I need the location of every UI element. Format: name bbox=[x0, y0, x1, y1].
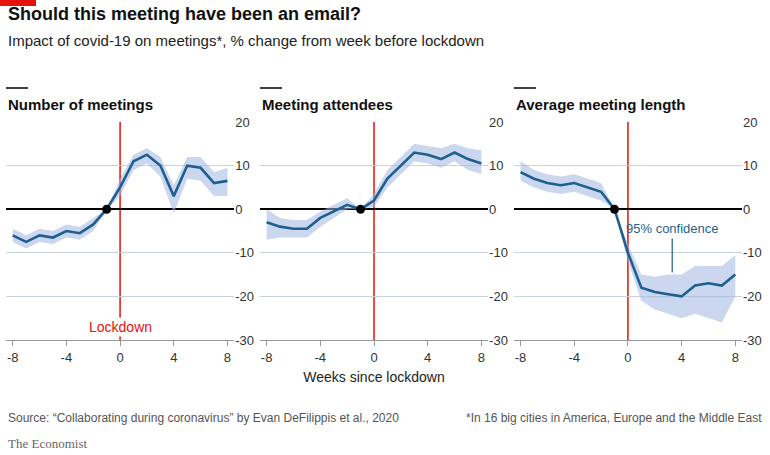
svg-text:-10: -10 bbox=[489, 245, 508, 260]
svg-text:10: 10 bbox=[235, 158, 249, 173]
svg-text:-10: -10 bbox=[743, 245, 762, 260]
svg-text:Lockdown: Lockdown bbox=[89, 319, 152, 335]
svg-text:Weeks since lockdown: Weeks since lockdown bbox=[303, 369, 444, 385]
svg-text:The Economist: The Economist bbox=[8, 436, 87, 451]
svg-text:-8: -8 bbox=[261, 350, 273, 365]
svg-text:0: 0 bbox=[370, 350, 377, 365]
svg-text:20: 20 bbox=[235, 115, 249, 130]
svg-text:Source: “Collaborating during: Source: “Collaborating during coronaviru… bbox=[8, 411, 399, 425]
svg-text:0: 0 bbox=[624, 350, 631, 365]
svg-text:-4: -4 bbox=[315, 350, 327, 365]
svg-text:4: 4 bbox=[424, 350, 431, 365]
svg-text:20: 20 bbox=[489, 115, 503, 130]
svg-text:-20: -20 bbox=[235, 289, 254, 304]
svg-text:0: 0 bbox=[489, 202, 496, 217]
svg-text:-4: -4 bbox=[568, 350, 580, 365]
svg-text:-30: -30 bbox=[489, 333, 508, 348]
svg-text:0: 0 bbox=[743, 202, 750, 217]
svg-text:Impact of covid-19 on meetings: Impact of covid-19 on meetings*, % chang… bbox=[8, 32, 484, 49]
svg-text:10: 10 bbox=[743, 158, 757, 173]
svg-text:Average meeting length: Average meeting length bbox=[516, 96, 685, 113]
svg-text:-30: -30 bbox=[235, 333, 254, 348]
svg-text:8: 8 bbox=[224, 350, 231, 365]
svg-text:4: 4 bbox=[678, 350, 685, 365]
svg-text:Number of meetings: Number of meetings bbox=[8, 96, 153, 113]
svg-text:8: 8 bbox=[732, 350, 739, 365]
svg-text:0: 0 bbox=[116, 350, 123, 365]
svg-text:-8: -8 bbox=[515, 350, 527, 365]
svg-text:20: 20 bbox=[743, 115, 757, 130]
svg-text:*In 16 big cities in America,: *In 16 big cities in America, Europe and… bbox=[466, 411, 762, 425]
svg-text:0: 0 bbox=[235, 202, 242, 217]
svg-text:-10: -10 bbox=[235, 245, 254, 260]
svg-text:10: 10 bbox=[489, 158, 503, 173]
svg-text:-20: -20 bbox=[489, 289, 508, 304]
svg-text:8: 8 bbox=[478, 350, 485, 365]
svg-text:Meeting attendees: Meeting attendees bbox=[262, 96, 393, 113]
svg-text:95% confidence: 95% confidence bbox=[626, 221, 719, 236]
svg-text:-8: -8 bbox=[7, 350, 19, 365]
svg-text:-30: -30 bbox=[743, 333, 762, 348]
svg-text:Should this meeting have been: Should this meeting have been an email? bbox=[8, 4, 361, 24]
svg-text:4: 4 bbox=[170, 350, 177, 365]
svg-text:-4: -4 bbox=[61, 350, 73, 365]
svg-text:-20: -20 bbox=[743, 289, 762, 304]
